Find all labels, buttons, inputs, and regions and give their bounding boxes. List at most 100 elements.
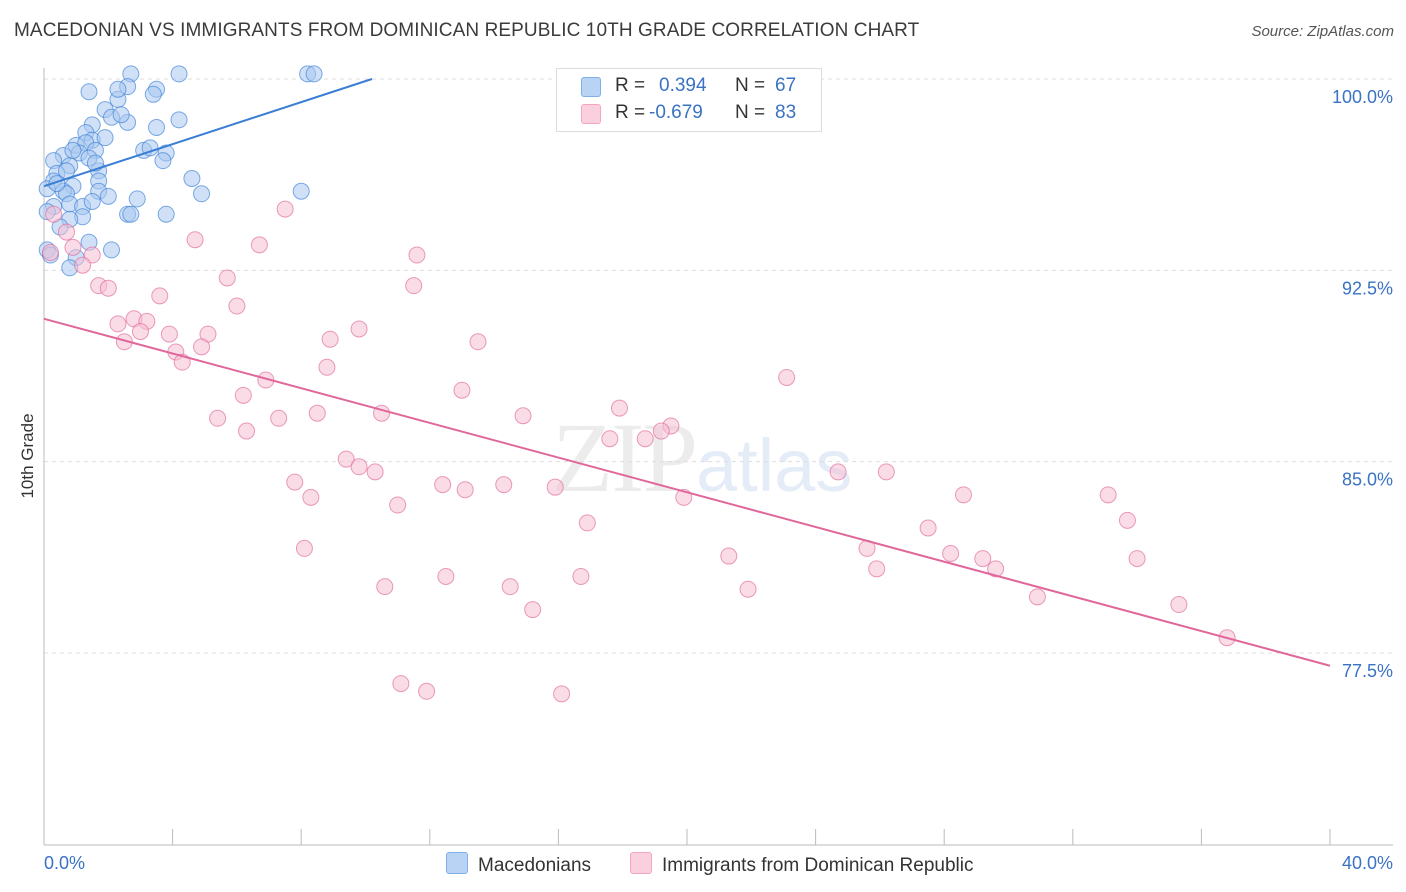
dominican-point bbox=[270, 409, 288, 427]
watermark-atlas: atlas bbox=[696, 424, 853, 507]
legend-r-value: -0.679 bbox=[649, 102, 703, 123]
macedonian-point bbox=[154, 152, 172, 170]
macedonian-point bbox=[122, 205, 140, 223]
tick-labels: 100.0% 92.5% 85.0% 77.5% 0.0% 40.0% 10th Grade bbox=[18, 87, 1393, 873]
x-tick-label: 0.0% bbox=[44, 853, 85, 873]
macedonian-point bbox=[183, 169, 201, 187]
macedonian-point bbox=[128, 190, 146, 208]
dominican-point bbox=[45, 205, 63, 223]
dominican-point bbox=[1028, 588, 1046, 606]
dominican-point bbox=[405, 277, 423, 295]
stats-legend: R = 0.394 N = 67 R = -0.679 N = 83 bbox=[556, 68, 822, 132]
x-tick-label: 40.0% bbox=[1342, 853, 1393, 873]
dominican-point bbox=[974, 550, 992, 568]
dominican-point bbox=[739, 580, 757, 598]
dominican-point bbox=[578, 514, 596, 532]
macedonian-point bbox=[96, 129, 114, 147]
legend-label: Macedonians bbox=[478, 855, 592, 876]
legend-item-dominican: Immigrants from Dominican Republic bbox=[630, 852, 974, 877]
y-axis-label: 10th Grade bbox=[18, 413, 37, 498]
legend-swatch-pink bbox=[630, 852, 652, 874]
y-tick-label: 85.0% bbox=[1342, 470, 1393, 490]
dominican-point bbox=[109, 315, 127, 333]
dominican-point bbox=[218, 269, 236, 287]
dominican-point bbox=[501, 578, 519, 596]
dominican-point bbox=[453, 381, 471, 399]
dominican-point bbox=[41, 243, 59, 261]
dominican-point bbox=[337, 450, 355, 468]
macedonian-point bbox=[170, 65, 188, 83]
macedonian-point bbox=[109, 80, 127, 98]
dominican-point bbox=[514, 407, 532, 425]
macedonian-point bbox=[193, 185, 211, 203]
dominican-point bbox=[250, 236, 268, 254]
dominican-point bbox=[318, 358, 336, 376]
dominican-point bbox=[954, 486, 972, 504]
macedonian-trend-line bbox=[43, 78, 373, 188]
dominican-point bbox=[1099, 486, 1117, 504]
legend-r-label: R = bbox=[615, 102, 646, 123]
y-tick-label: 92.5% bbox=[1342, 278, 1393, 298]
dominican-point bbox=[302, 488, 320, 506]
legend-n-label: N = bbox=[735, 102, 766, 123]
dominican-point bbox=[308, 404, 326, 422]
dominican-point bbox=[209, 409, 227, 427]
legend-swatch-blue bbox=[581, 77, 601, 97]
series-legend: Macedonians Immigrants from Dominican Re… bbox=[0, 852, 1406, 876]
dominican-point bbox=[389, 496, 407, 514]
dominican-point bbox=[610, 399, 628, 417]
dominican-point bbox=[392, 675, 410, 693]
axes bbox=[43, 68, 1393, 846]
dominican-point bbox=[1128, 550, 1146, 568]
dominican-point bbox=[1170, 596, 1188, 614]
dominican-point bbox=[919, 519, 937, 537]
dominican-point bbox=[456, 481, 474, 499]
macedonian-point bbox=[170, 111, 188, 129]
macedonian-point bbox=[305, 65, 323, 83]
macedonian-point bbox=[80, 83, 98, 101]
dominican-point bbox=[524, 601, 542, 619]
chart-title: MACEDONIAN VS IMMIGRANTS FROM DOMINICAN … bbox=[14, 20, 920, 41]
macedonian-point bbox=[103, 241, 121, 259]
legend-r-label: R = bbox=[615, 75, 646, 96]
macedonian-point bbox=[157, 205, 175, 223]
dominican-point bbox=[366, 463, 384, 481]
dominican-point bbox=[350, 320, 368, 338]
macedonian-point bbox=[292, 182, 310, 200]
macedonian-point bbox=[83, 192, 101, 210]
dominican-point bbox=[987, 560, 1005, 578]
dominican-point bbox=[58, 223, 76, 241]
legend-label: Immigrants from Dominican Republic bbox=[662, 855, 974, 876]
dominican-point bbox=[234, 386, 252, 404]
dominican-point bbox=[160, 325, 178, 343]
dominican-point bbox=[64, 238, 82, 256]
dominican-point bbox=[877, 463, 895, 481]
dominican-point bbox=[321, 330, 339, 348]
dominican-point bbox=[868, 560, 886, 578]
dominican-point bbox=[778, 368, 796, 386]
dominican-point bbox=[376, 578, 394, 596]
dominican-point bbox=[151, 287, 169, 305]
macedonian-point bbox=[112, 106, 130, 124]
trend-lines bbox=[43, 78, 1331, 667]
dominican-point bbox=[74, 256, 92, 274]
dominican-point bbox=[434, 476, 452, 494]
dominican-point bbox=[350, 458, 368, 476]
macedonian-point bbox=[99, 187, 117, 205]
legend-n-value: 83 bbox=[775, 102, 797, 123]
legend-item-macedonians: Macedonians bbox=[446, 852, 591, 877]
gridlines bbox=[44, 78, 1393, 654]
y-tick-label: 100.0% bbox=[1332, 87, 1393, 107]
dominican-point bbox=[99, 279, 117, 297]
dominican-point bbox=[652, 422, 670, 440]
macedonian-point bbox=[148, 118, 166, 136]
dominican-point bbox=[276, 200, 294, 218]
dominican-point bbox=[418, 682, 436, 700]
dominican-point bbox=[437, 567, 455, 585]
dominican-point bbox=[942, 545, 960, 563]
dominican-point bbox=[131, 323, 149, 341]
dominican-point bbox=[228, 297, 246, 315]
dominican-point bbox=[238, 422, 256, 440]
macedonian-point bbox=[144, 85, 162, 103]
